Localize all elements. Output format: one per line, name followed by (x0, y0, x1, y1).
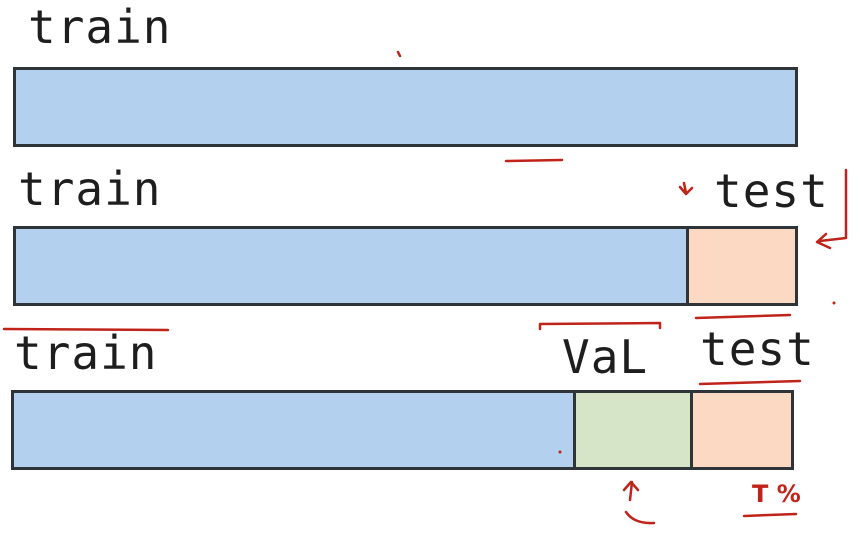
row2-train-label: train (18, 162, 162, 216)
row1-train-segment (16, 70, 795, 144)
row1-bar (13, 67, 798, 147)
row3-val-segment (573, 393, 690, 467)
row3-train-label: train (14, 326, 158, 380)
small-down-arrow-icon (678, 181, 694, 196)
row3-train-segment (14, 393, 574, 467)
row1-train-label: train (28, 0, 172, 54)
test-underline-stroke (694, 313, 792, 320)
row2-bar (13, 226, 798, 306)
row2-test-label: test (714, 164, 829, 218)
row2-test-segment (685, 229, 795, 303)
row2-train-segment (16, 229, 686, 303)
row3-test-label: test (700, 322, 815, 376)
val-up-arrow-icon (622, 480, 640, 502)
row3-val-label: VaL (562, 330, 649, 384)
row3-test-segment (689, 393, 791, 467)
percent-annotation: T % (752, 480, 801, 508)
percent-underline (742, 512, 798, 518)
stray-tick-mark (396, 50, 402, 58)
row3-bar (11, 390, 794, 470)
underline-stroke (504, 158, 564, 163)
val-curve-stroke (624, 510, 656, 525)
val-bracket-stroke (538, 321, 662, 331)
dot-mark (832, 301, 836, 305)
test-bottom-underline (698, 379, 802, 386)
